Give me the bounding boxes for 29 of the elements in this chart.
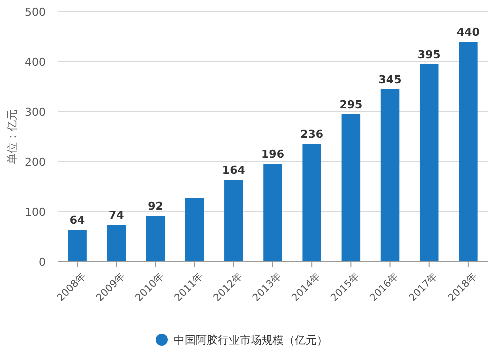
bar — [342, 114, 361, 262]
y-tick-label: 0 — [39, 256, 46, 269]
bar — [68, 230, 87, 262]
data-label: 236 — [300, 128, 324, 141]
legend-label: 中国阿胶行业市场规模（亿元） — [174, 334, 328, 347]
data-label: 74 — [108, 209, 125, 222]
data-label: 64 — [70, 214, 86, 227]
data-label: 196 — [262, 148, 285, 161]
bar — [302, 144, 322, 262]
bar — [107, 225, 126, 262]
data-label: 440 — [456, 26, 480, 39]
y-tick-label: 100 — [25, 206, 46, 219]
y-axis-title: 单位：亿元 — [6, 110, 19, 164]
y-tick-label: 500 — [25, 6, 46, 19]
y-tick-label: 200 — [25, 156, 46, 169]
data-label: 395 — [418, 48, 441, 62]
bar — [224, 180, 244, 262]
data-label: 295 — [340, 98, 363, 112]
y-tick-label: 300 — [25, 106, 46, 119]
bar — [380, 90, 400, 262]
data-label: 345 — [378, 74, 402, 86]
bar — [459, 42, 478, 262]
bar — [185, 198, 204, 262]
data-label: 164 — [222, 164, 246, 177]
bar — [146, 216, 166, 262]
bar — [264, 164, 282, 262]
bar — [420, 64, 439, 262]
y-tick-label: 400 — [25, 56, 46, 69]
data-label: 92 — [148, 200, 164, 213]
